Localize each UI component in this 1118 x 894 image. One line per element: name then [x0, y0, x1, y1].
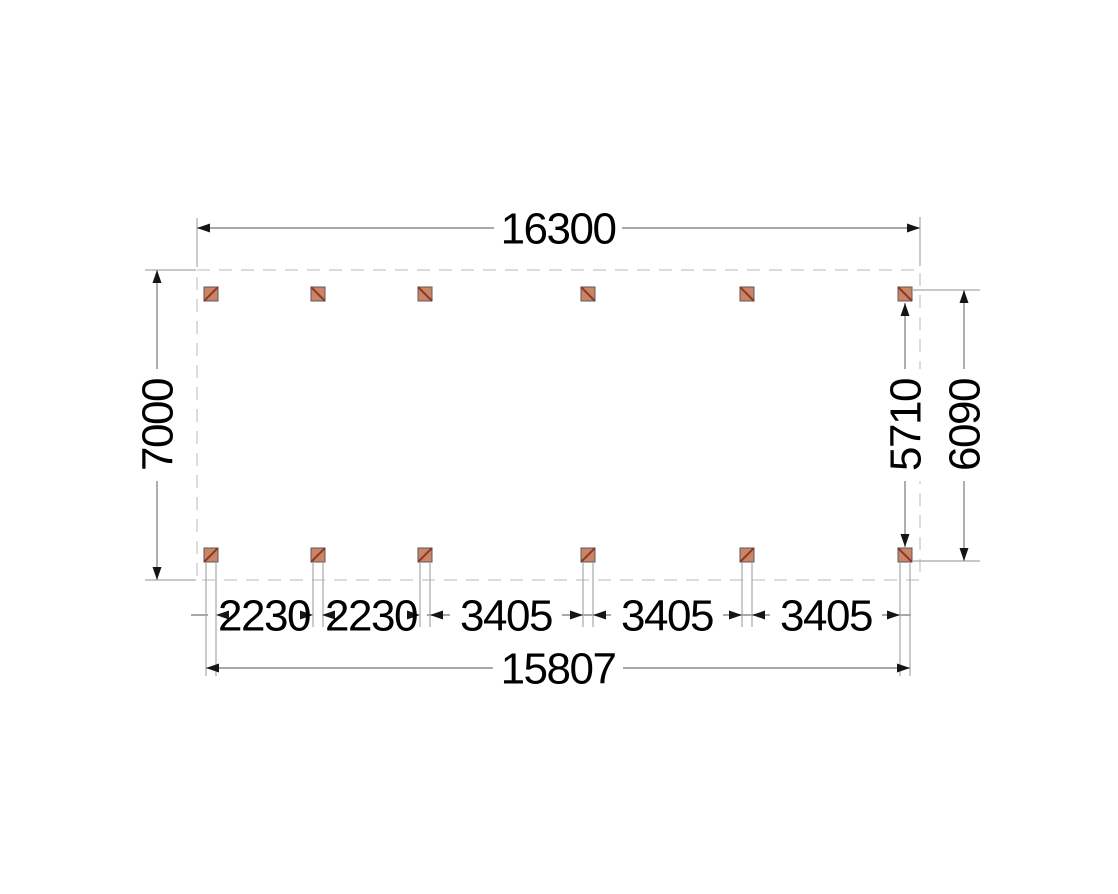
arrow-right-icon [570, 610, 583, 620]
post-hatch-line [310, 547, 326, 563]
arrow-down-icon [959, 548, 969, 561]
post [580, 286, 596, 302]
arrow-left-icon [593, 610, 606, 620]
arrow-left-icon [216, 610, 229, 620]
arrow-left-icon [752, 610, 765, 620]
arrow-up-icon [152, 270, 162, 283]
post-hatch-line [739, 547, 755, 563]
arrow-right-icon [300, 610, 313, 620]
mask-inner-post-spacing [883, 369, 927, 481]
dim-label-bottom-overall: 15807 [501, 645, 616, 694]
arrow-left-icon [322, 610, 335, 620]
mask-overall-width [494, 206, 622, 251]
post [417, 286, 433, 302]
post-hatch-line [580, 547, 596, 563]
dim-label-segment-2: 2230 [325, 592, 417, 641]
mask-overall-depth [135, 369, 179, 481]
post-hatch-line [417, 286, 433, 302]
mask-outer-post-spacing [942, 369, 986, 481]
post-hatch-line [203, 286, 219, 302]
dim-label-inner-post-spacing: 5710 [882, 379, 931, 471]
dim-label-segment-1: 2230 [218, 592, 310, 641]
arrow-right-icon [907, 223, 920, 233]
arrow-down-icon [900, 534, 910, 547]
post-hatch-line [203, 547, 219, 563]
dim-label-segment-3: 3405 [460, 592, 552, 641]
dim-label-segment-5: 3405 [780, 592, 872, 641]
dimension-labels: 16300 7000 5710 6090 2230 2230 3405 3405… [134, 205, 990, 694]
arrow-left-icon [430, 610, 443, 620]
post [739, 286, 755, 302]
arrow-left-icon [206, 663, 219, 673]
dim-label-outer-post-spacing: 6090 [941, 379, 990, 471]
arrow-right-icon [887, 610, 900, 620]
post [897, 547, 913, 563]
post [580, 547, 596, 563]
posts-top-row [203, 286, 913, 302]
arrow-up-icon [959, 290, 969, 303]
arrow-right-icon [897, 663, 910, 673]
post-hatch-line [417, 547, 433, 563]
arrow-left-icon [197, 223, 210, 233]
posts-bottom-row [203, 547, 913, 563]
structure-outline [196, 269, 921, 581]
arrow-right-icon [729, 610, 742, 620]
dimension-arrows [152, 223, 969, 673]
post-hatch-line [580, 286, 596, 302]
mask-segment-3 [450, 593, 562, 637]
post-hatch-line [739, 286, 755, 302]
arrow-right-icon [407, 610, 420, 620]
post [203, 286, 219, 302]
mask-segment-4 [611, 593, 723, 637]
mask-bottom-overall [493, 646, 623, 690]
arrow-down-icon [152, 567, 162, 580]
dim-label-overall-depth: 7000 [134, 379, 183, 471]
post [310, 286, 326, 302]
post-hatch-line [310, 286, 326, 302]
arrow-up-icon [900, 303, 910, 316]
post [417, 547, 433, 563]
post [203, 547, 219, 563]
dim-label-overall-width: 16300 [501, 205, 616, 254]
post [897, 286, 913, 302]
post [739, 547, 755, 563]
dim-label-segment-4: 3405 [621, 592, 713, 641]
extension-lines [145, 217, 980, 676]
post [310, 547, 326, 563]
post-hatch-line [897, 547, 913, 563]
post-hatch-line [897, 286, 913, 302]
mask-segment-5 [770, 593, 882, 637]
